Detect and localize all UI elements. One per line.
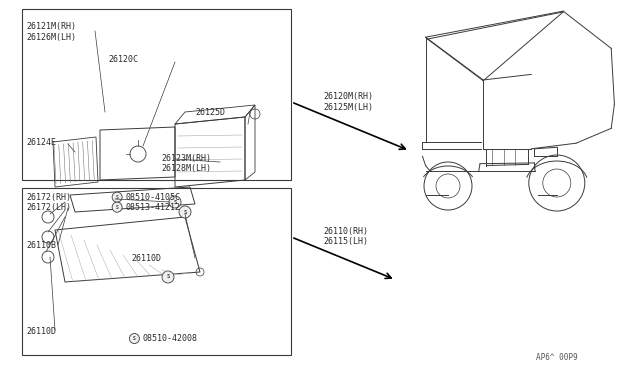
Bar <box>22 9 291 180</box>
Text: 26110D: 26110D <box>131 254 161 263</box>
Circle shape <box>169 196 181 208</box>
Text: 26125M(LH): 26125M(LH) <box>323 103 373 112</box>
Circle shape <box>112 202 122 212</box>
Text: 26172(LH): 26172(LH) <box>27 203 72 212</box>
Text: S: S <box>184 209 187 215</box>
Text: 08513-41212: 08513-41212 <box>125 203 180 212</box>
Text: S: S <box>116 195 118 200</box>
Text: 26123M(RH): 26123M(RH) <box>161 154 211 163</box>
Text: S: S <box>173 199 177 205</box>
Text: 26120M(RH): 26120M(RH) <box>323 92 373 101</box>
Text: 26110(RH): 26110(RH) <box>323 227 368 236</box>
Text: 26128M(LH): 26128M(LH) <box>161 164 211 173</box>
Circle shape <box>112 192 122 202</box>
Circle shape <box>162 271 174 283</box>
Text: AP6^ 00P9: AP6^ 00P9 <box>536 353 578 362</box>
Text: 26126M(LH): 26126M(LH) <box>27 33 77 42</box>
Text: 26172(RH): 26172(RH) <box>27 193 72 202</box>
Text: 26110B: 26110B <box>27 241 57 250</box>
Text: 26121M(RH): 26121M(RH) <box>27 22 77 31</box>
Text: 08510-4105C: 08510-4105C <box>125 193 180 202</box>
Text: 08510-42008: 08510-42008 <box>142 334 197 343</box>
Circle shape <box>179 206 191 218</box>
Text: 26125D: 26125D <box>195 108 225 117</box>
Text: 26115(LH): 26115(LH) <box>323 237 368 246</box>
Circle shape <box>129 334 140 343</box>
Text: 26110D: 26110D <box>27 327 57 336</box>
Text: S: S <box>116 205 118 210</box>
Text: S: S <box>166 275 170 279</box>
Text: 26124E: 26124E <box>27 138 57 147</box>
Text: 26120C: 26120C <box>109 55 139 64</box>
Bar <box>22 188 291 355</box>
Text: S: S <box>133 336 136 341</box>
